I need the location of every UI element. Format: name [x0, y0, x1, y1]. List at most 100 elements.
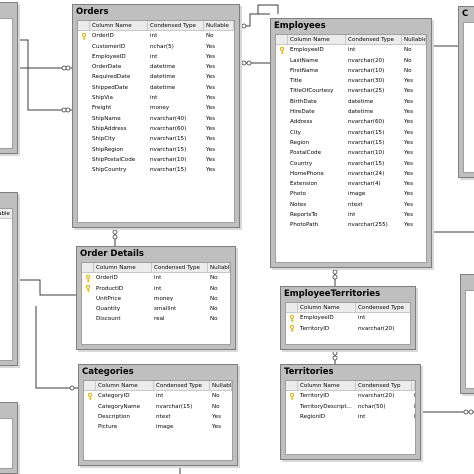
column-name: EmployeeID	[290, 47, 324, 54]
column-nullable: Yes	[206, 74, 216, 81]
row-selector	[78, 31, 90, 41]
column-row[interactable]: ShipRegion nvarchar(15) Yes	[78, 145, 234, 155]
column-type: nvarchar(10)	[348, 150, 385, 157]
column-row[interactable]: Picture image Yes	[84, 422, 232, 432]
column-nullable: No	[412, 391, 415, 401]
column-row[interactable]: BirthDate datetime Yes	[276, 97, 426, 107]
column-row[interactable]: ShippedDate datetime Yes	[78, 83, 234, 93]
column-row[interactable]: RequiredDate datetime Yes	[78, 72, 234, 82]
column-row[interactable]: ShipCity nvarchar(15) Yes	[78, 134, 234, 144]
table-employee-territories[interactable]: EmployeeTerritories Column Name Condensed…	[280, 286, 416, 350]
column-row[interactable]: Region nvarchar(15) Yes	[276, 138, 426, 148]
header-spacer	[286, 381, 298, 391]
partial-table-middle-right[interactable]	[460, 274, 474, 394]
column-row[interactable]: OrderID int No	[82, 273, 230, 283]
column-nullable: Yes	[404, 181, 414, 188]
column-nullable: Yes	[404, 212, 414, 219]
column-nullable: No	[404, 67, 412, 74]
column-row[interactable]: Freight money Yes	[78, 103, 234, 113]
column-row[interactable]: Country nvarchar(15) Yes	[276, 159, 426, 169]
new-column-row[interactable]	[84, 432, 232, 442]
endpoint	[468, 409, 474, 415]
column-row[interactable]: CategoryID int No	[84, 391, 232, 401]
column-row[interactable]: Photo image Yes	[276, 189, 426, 199]
table-employees[interactable]: Employees Column Name Condensed Type Nulla…	[270, 18, 432, 268]
column-type: nvarchar(60)	[348, 119, 385, 126]
column-type: datetime	[150, 74, 176, 81]
column-row[interactable]: ShipAddress nvarchar(60) Yes	[78, 124, 234, 134]
column-nullable: No	[412, 402, 415, 412]
new-column-row[interactable]	[78, 175, 234, 185]
column-row[interactable]: EmployeeID int Yes	[78, 52, 234, 62]
partial-table-middle-left[interactable]: llable	[0, 192, 18, 366]
new-column-row[interactable]	[286, 422, 415, 432]
column-row[interactable]: LastName nvarchar(20) No	[276, 56, 426, 66]
partial-table-top-left[interactable]	[0, 2, 18, 154]
column-row[interactable]: Discount real No	[82, 314, 230, 324]
column-row[interactable]: ShipPostalCode nvarchar(10) Yes	[78, 155, 234, 165]
column-row[interactable]: City nvarchar(15) Yes	[276, 128, 426, 138]
partial-table-bottom-left[interactable]	[0, 402, 18, 474]
column-row[interactable]: Quantity smallint No	[82, 304, 230, 314]
row-selector	[82, 294, 94, 304]
column-type: nvarchar(15)	[150, 167, 187, 174]
new-column-row[interactable]	[82, 325, 230, 335]
column-nullable: Yes	[206, 125, 216, 132]
column-nullable: Yes	[404, 160, 414, 167]
column-row[interactable]: RegionID int No	[286, 412, 415, 422]
column-name: Discount	[96, 316, 121, 323]
column-row[interactable]: Title nvarchar(30) Yes	[276, 76, 426, 86]
new-column-row[interactable]	[276, 231, 426, 241]
column-nullable: Yes	[404, 109, 414, 116]
column-row[interactable]: HomePhone nvarchar(24) Yes	[276, 169, 426, 179]
column-type: int	[154, 285, 162, 292]
column-row[interactable]: Notes ntext Yes	[276, 200, 426, 210]
header-condensed-type: Condensed Type	[346, 35, 402, 45]
column-row[interactable]: PostalCode nvarchar(10) Yes	[276, 148, 426, 158]
column-row[interactable]: TerritoryDescript... nchar(50) No	[286, 402, 415, 412]
header-spacer	[84, 381, 96, 391]
new-column-row[interactable]	[286, 334, 410, 344]
column-row[interactable]: ShipCountry nvarchar(15) Yes	[78, 165, 234, 175]
column-row[interactable]: Address nvarchar(60) Yes	[276, 117, 426, 127]
column-row[interactable]: Description ntext Yes	[84, 412, 232, 422]
relationship-orders-shippers	[18, 39, 72, 111]
column-row[interactable]: OrderID int No	[78, 31, 234, 41]
column-row[interactable]: FirstName nvarchar(10) No	[276, 66, 426, 76]
column-type: nvarchar(15)	[150, 146, 187, 153]
column-row[interactable]: CustomerID nchar(5) Yes	[78, 42, 234, 52]
column-name: Extension	[290, 181, 318, 188]
primary-key-icon	[279, 46, 285, 54]
column-nullable: Yes	[404, 88, 414, 95]
column-row[interactable]: ReportsTo int Yes	[276, 210, 426, 220]
table-categories[interactable]: Categories Column Name Condensed Type Null…	[78, 364, 238, 466]
header-spacer	[78, 21, 90, 31]
column-row[interactable]: Extension nvarchar(4) Yes	[276, 179, 426, 189]
partial-table-top-right[interactable]: C	[458, 6, 474, 178]
table-orders[interactable]: Orders Column Name Condensed Type Nullable…	[72, 4, 240, 228]
column-row[interactable]: ShipVia int Yes	[78, 93, 234, 103]
column-row[interactable]: TitleOfCourtesy nvarchar(25) Yes	[276, 86, 426, 96]
column-row[interactable]: ProductID int No	[82, 284, 230, 294]
table-order-details[interactable]: Order Details Column Name Condensed Type N…	[76, 246, 236, 350]
column-row[interactable]: CategoryName nvarchar(15) No	[84, 402, 232, 412]
header-column-name: Column Name	[288, 35, 346, 45]
column-row[interactable]: OrderDate datetime Yes	[78, 62, 234, 72]
column-name: City	[290, 129, 301, 136]
column-type: nvarchar(20)	[348, 57, 385, 64]
column-row[interactable]: ShipName nvarchar(40) Yes	[78, 114, 234, 124]
column-row[interactable]: PhotoPath nvarchar(255) Yes	[276, 220, 426, 230]
column-nullable: No	[206, 33, 214, 40]
column-row[interactable]: UnitPrice money No	[82, 294, 230, 304]
column-row[interactable]: HireDate datetime Yes	[276, 107, 426, 117]
endpoint	[241, 60, 247, 66]
